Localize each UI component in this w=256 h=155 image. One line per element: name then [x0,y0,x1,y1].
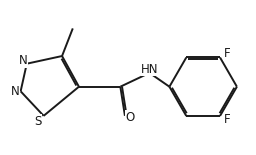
Text: F: F [223,113,230,126]
Text: O: O [126,111,135,124]
Text: N: N [11,85,19,98]
Text: F: F [223,47,230,60]
Text: N: N [19,54,27,67]
Text: S: S [34,115,42,128]
Text: HN: HN [141,63,159,76]
